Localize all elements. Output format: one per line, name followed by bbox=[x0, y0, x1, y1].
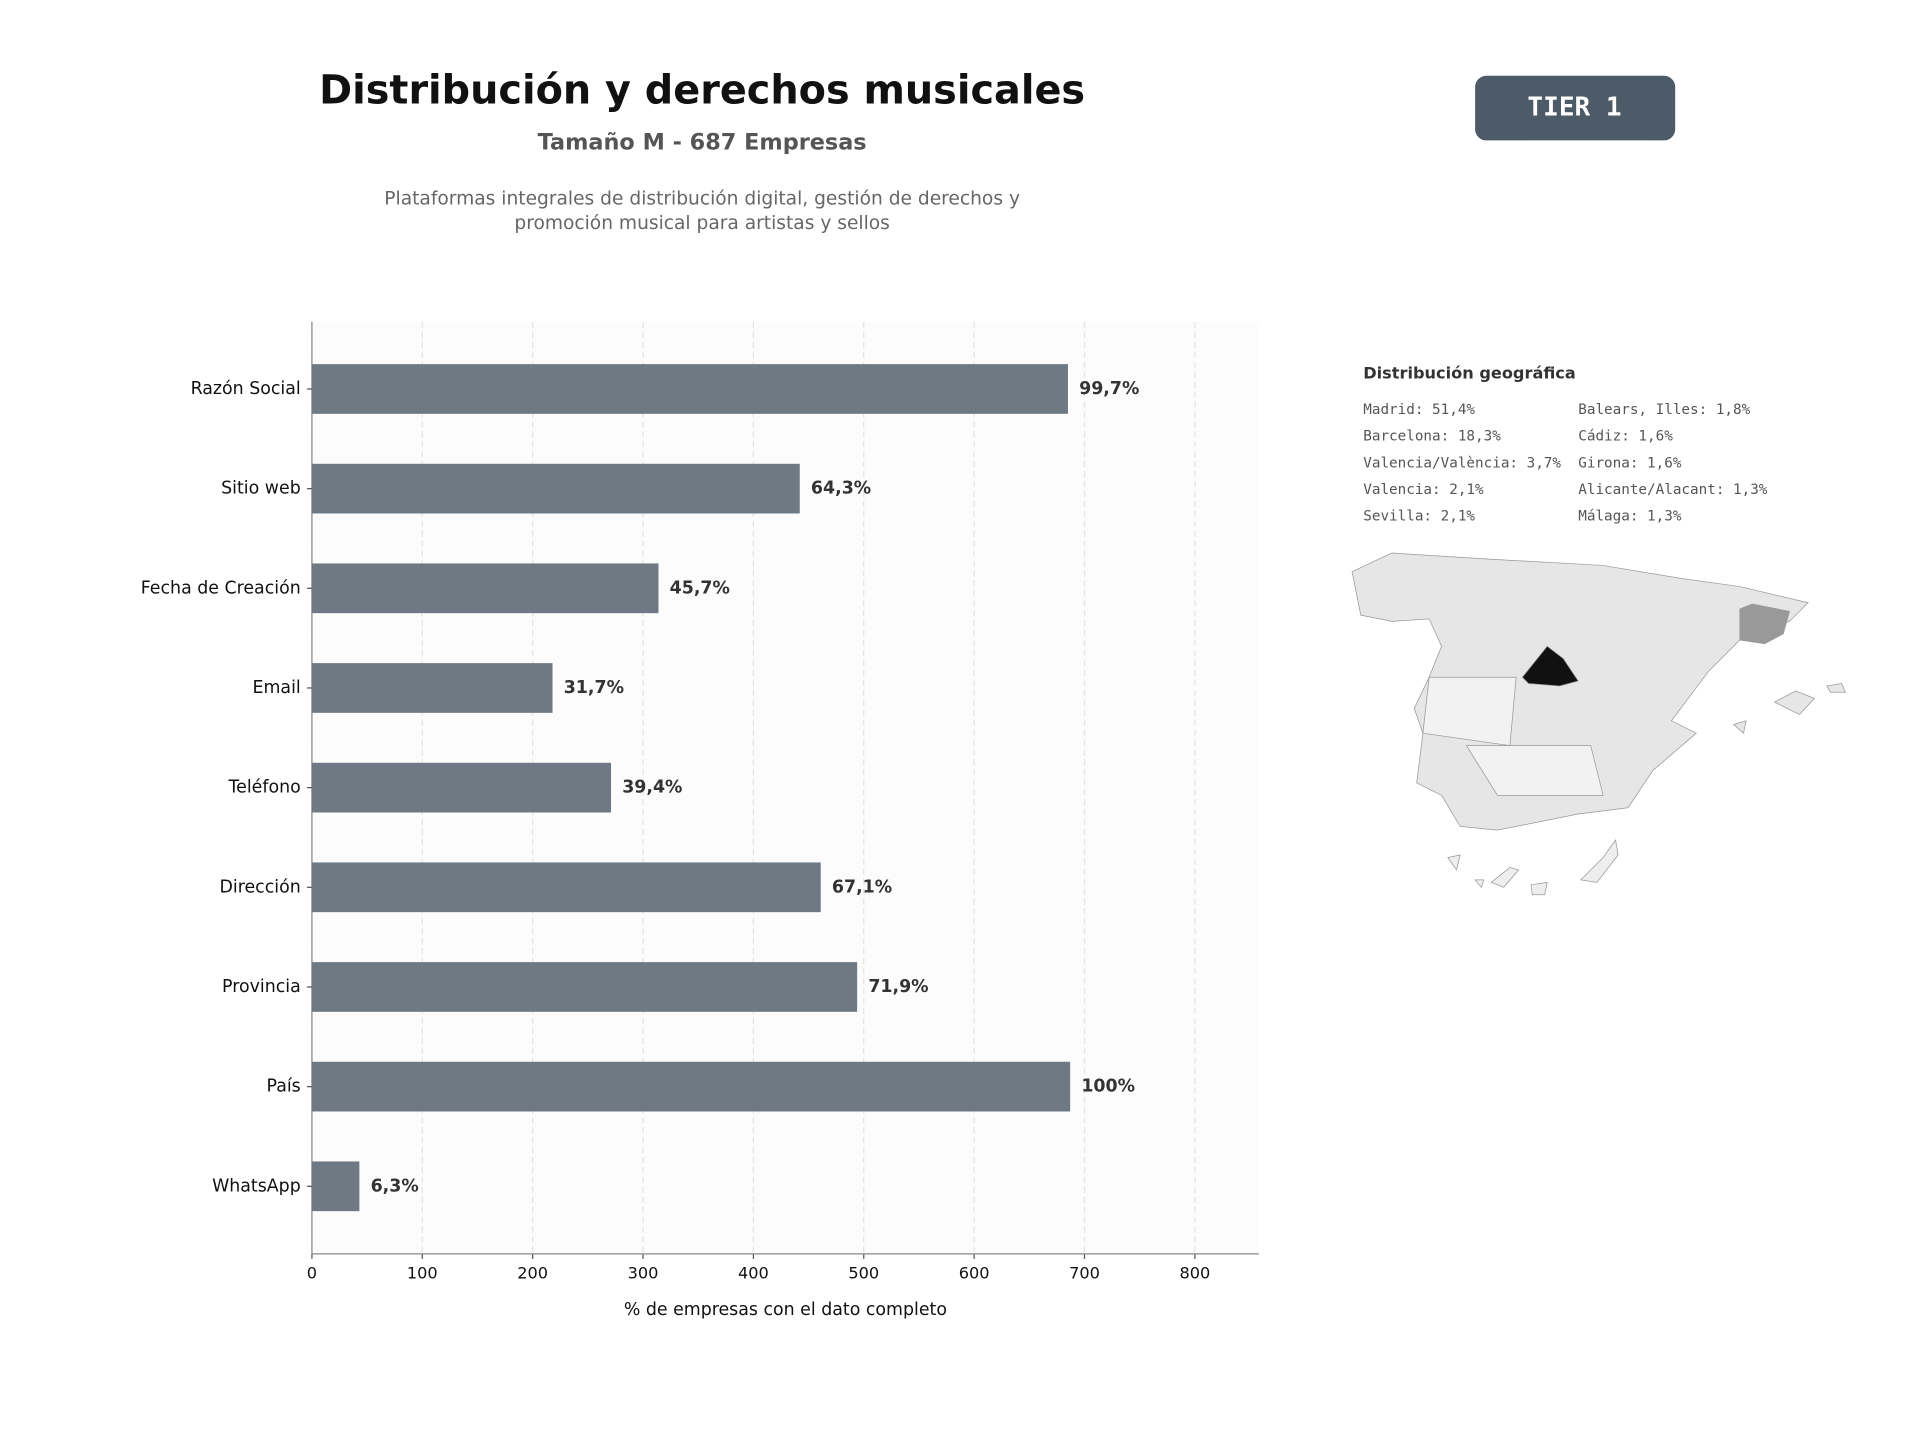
y-tick-label: Teléfono bbox=[227, 778, 300, 798]
y-tick-label: WhatsApp bbox=[212, 1176, 301, 1196]
value-label: 45,7% bbox=[670, 578, 730, 598]
x-axis-label: % de empresas con el dato completo bbox=[624, 1300, 947, 1320]
geo-item: Madrid: 51,4% bbox=[1363, 402, 1475, 418]
y-tick-label: Sitio web bbox=[221, 479, 301, 499]
x-tick-label: 400 bbox=[738, 1263, 769, 1282]
y-tick-label: Fecha de Creación bbox=[141, 578, 301, 598]
chart-subtitle: Tamaño M - 687 Empresas bbox=[538, 129, 867, 155]
madrid bbox=[1521, 645, 1579, 687]
bar bbox=[311, 364, 1068, 414]
barcelona bbox=[1739, 603, 1790, 645]
y-tick-label: Dirección bbox=[220, 877, 301, 897]
geo-item: Sevilla: 2,1% bbox=[1363, 508, 1475, 524]
geo-item: Balears, Illes: 1,8% bbox=[1578, 402, 1750, 418]
canaries bbox=[1447, 839, 1619, 896]
badge bbox=[1475, 75, 1676, 141]
geo-title: Distribución geográfica bbox=[1363, 364, 1576, 383]
value-label: 100% bbox=[1081, 1077, 1135, 1097]
description: Plataformas integrales de distribución d… bbox=[384, 188, 1020, 209]
balearics bbox=[1732, 683, 1847, 734]
geo-item: Barcelona: 18,3% bbox=[1363, 429, 1501, 445]
value-label: 31,7% bbox=[564, 678, 624, 698]
region bbox=[1422, 676, 1604, 796]
bar bbox=[311, 1161, 360, 1212]
bar bbox=[311, 862, 821, 913]
x-tick-label: 700 bbox=[1069, 1263, 1100, 1282]
y-tick-label: Razón Social bbox=[191, 379, 301, 399]
bar bbox=[311, 1061, 1071, 1112]
value-label: 71,9% bbox=[868, 977, 928, 997]
bar bbox=[311, 563, 659, 614]
value-label: 39,4% bbox=[622, 778, 682, 798]
y-tick-label: Email bbox=[253, 678, 301, 698]
value-label: 6,3% bbox=[371, 1176, 419, 1196]
bar bbox=[311, 962, 858, 1012]
chart-title: Distribución y derechos musicales bbox=[319, 68, 1085, 114]
geo-item: Valencia/València: 3,7% bbox=[1363, 455, 1561, 471]
bar bbox=[311, 663, 553, 713]
x-tick-label: 0 bbox=[307, 1263, 317, 1282]
x-tick-label: 100 bbox=[407, 1263, 438, 1282]
x-tick-label: 600 bbox=[959, 1263, 990, 1282]
y-tick-label: País bbox=[267, 1077, 301, 1097]
x-tick-label: 200 bbox=[517, 1263, 548, 1282]
badge-text: TIER 1 bbox=[1527, 93, 1621, 123]
geo-item: Alicante/Alacant: 1,3% bbox=[1578, 482, 1768, 498]
geo-item: Valencia: 2,1% bbox=[1363, 482, 1484, 498]
map bbox=[1351, 552, 1847, 896]
peninsula bbox=[1351, 552, 1809, 831]
description: promoción musical para artistas y sellos bbox=[514, 213, 889, 234]
bar bbox=[311, 463, 800, 514]
geo-item: Málaga: 1,3% bbox=[1578, 508, 1682, 524]
geo-item: Cádiz: 1,6% bbox=[1578, 429, 1673, 445]
canvas: Distribución y derechos musicales Tamaño… bbox=[141, 68, 1847, 1320]
value-label: 99,7% bbox=[1079, 379, 1139, 399]
value-label: 67,1% bbox=[832, 877, 892, 897]
x-tick-label: 500 bbox=[848, 1263, 879, 1282]
x-tick-label: 800 bbox=[1179, 1263, 1210, 1282]
bar bbox=[311, 762, 612, 813]
value-label: 64,3% bbox=[811, 479, 871, 499]
y-tick-label: Provincia bbox=[222, 977, 301, 997]
geo-item: Girona: 1,6% bbox=[1578, 455, 1682, 471]
x-tick-label: 300 bbox=[628, 1263, 659, 1282]
